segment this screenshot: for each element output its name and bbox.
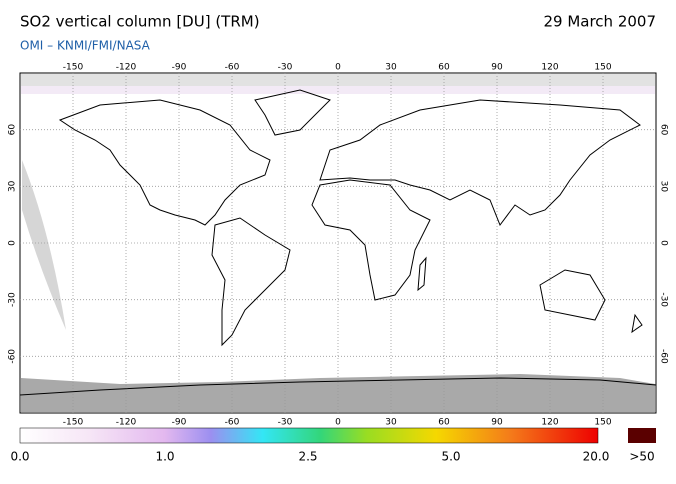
colorbar-label: 20.0: [583, 450, 610, 464]
data-gap: [22, 160, 66, 330]
lon-tick-label: 150: [594, 63, 611, 73]
coastline: [19, 377, 657, 396]
lat-tick-label: -60: [659, 349, 669, 364]
lon-tick-label: -30: [278, 63, 293, 73]
lon-tick-label: 90: [491, 418, 503, 428]
noise-band: [21, 86, 655, 94]
coastline: [254, 89, 331, 136]
lon-tick-label: 0: [335, 63, 341, 73]
antarctica-gray: [21, 374, 655, 412]
lat-tick-label: 30: [8, 180, 18, 192]
lat-tick-label: -30: [8, 292, 18, 307]
lon-tick-label: 120: [541, 63, 558, 73]
lon-tick-label: -60: [225, 63, 240, 73]
lon-tick-label: 60: [438, 418, 450, 428]
title: SO2 vertical column [DU] (TRM): [20, 13, 260, 31]
lon-tick-label: 120: [541, 418, 558, 428]
lat-tick-label: 0: [659, 240, 669, 246]
colorbar-label: 0.0: [10, 450, 29, 464]
lat-tick-label: 60: [8, 124, 18, 136]
lon-tick-label: 30: [385, 63, 397, 73]
lon-tick-label: 90: [491, 63, 503, 73]
coastline: [319, 99, 641, 227]
colorbar-labels: 0.0 1.0 2.5 5.0 20.0 >50: [10, 450, 654, 464]
date: 29 March 2007: [543, 13, 656, 31]
lon-tick-label: 150: [594, 418, 611, 428]
coastline: [417, 256, 643, 334]
coastline: [58, 99, 271, 226]
coastline: [211, 217, 291, 347]
lon-tick-label: -30: [278, 418, 293, 428]
lon-tick-label: 0: [335, 418, 341, 428]
colorbar: [19, 427, 599, 444]
colorbar-label: >50: [629, 450, 654, 464]
lat-tick-label: 60: [659, 124, 669, 136]
lat-tick-label: -30: [659, 292, 669, 307]
map: [19, 72, 657, 414]
lat-tick-label: 30: [659, 181, 669, 193]
lon-tick-label: -60: [225, 418, 240, 428]
lon-tick-label: -90: [172, 418, 187, 428]
source: OMI – KNMI/FMI/NASA: [20, 39, 151, 53]
lon-tick-label: -120: [116, 63, 137, 73]
colorbar-label: 5.0: [441, 450, 460, 464]
lon-tick-label: -150: [63, 63, 84, 73]
lon-tick-label: -150: [63, 418, 84, 428]
lon-tick-label: -120: [116, 418, 137, 428]
lon-tick-label: 60: [438, 63, 450, 73]
lat-tick-label: -60: [8, 349, 18, 364]
lon-tick-label: 30: [385, 418, 397, 428]
colorbar-label: 2.5: [298, 450, 317, 464]
coastline: [311, 179, 431, 301]
colorbar-label: 1.0: [155, 450, 174, 464]
lon-tick-label: -90: [172, 63, 187, 73]
lat-tick-label: 0: [8, 240, 18, 246]
coastline: [539, 269, 606, 321]
graticule: [20, 73, 656, 413]
colorbar-overflow: [628, 428, 656, 443]
